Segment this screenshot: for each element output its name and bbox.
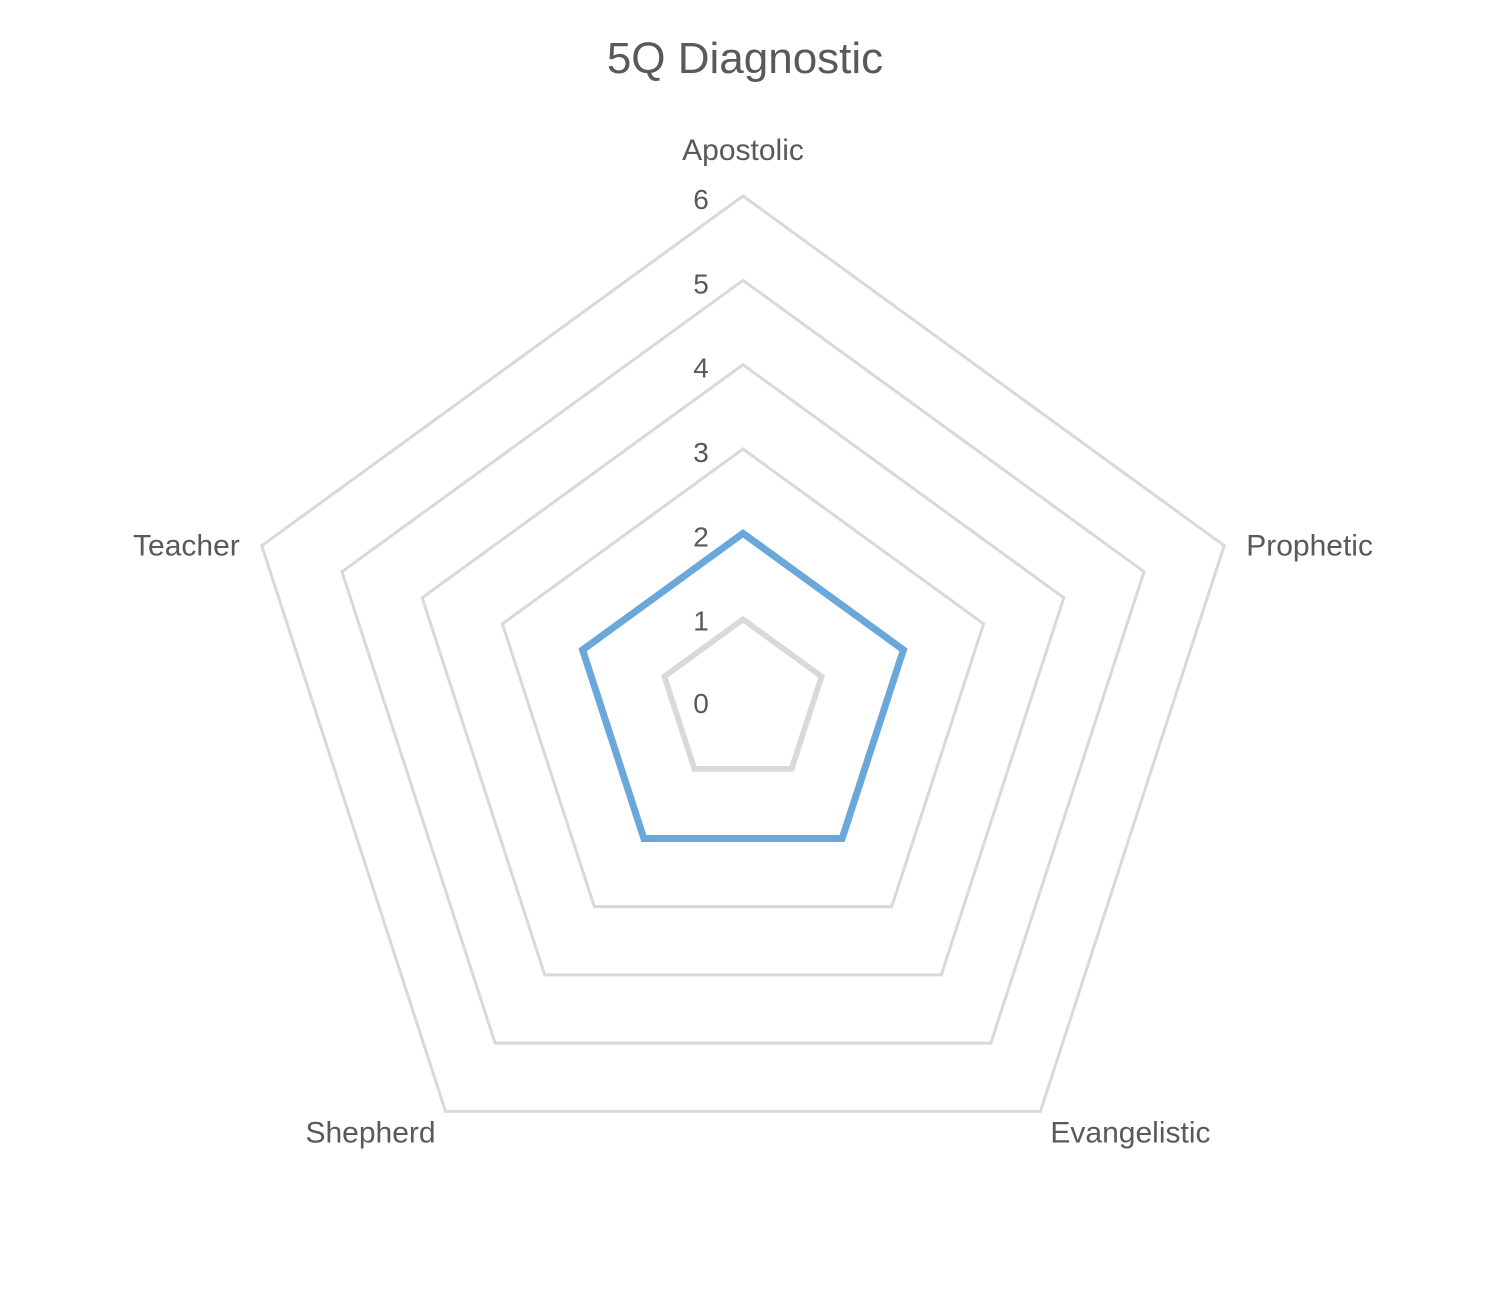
tick-label: 5 bbox=[693, 268, 709, 299]
grid-layer bbox=[260, 194, 1226, 1113]
series-layer bbox=[578, 529, 908, 842]
tick-label: 3 bbox=[693, 437, 709, 468]
category-label-evangelistic: Evangelistic bbox=[1050, 1116, 1210, 1149]
category-label-shepherd: Shepherd bbox=[305, 1116, 435, 1149]
grid-ring-6 bbox=[260, 194, 1226, 1113]
grid-ring-3 bbox=[500, 447, 986, 909]
tick-labels: 0 1 2 3 4 5 6 bbox=[693, 184, 709, 719]
grid-ring-1 bbox=[661, 615, 825, 772]
tick-label: 2 bbox=[693, 521, 709, 552]
grid-ring-4 bbox=[420, 362, 1066, 977]
tick-label: 0 bbox=[693, 688, 709, 719]
tick-label: 1 bbox=[693, 606, 709, 637]
chart-title: 5Q Diagnostic bbox=[606, 34, 884, 83]
grid-ring-0 bbox=[664, 619, 822, 769]
series-line bbox=[578, 529, 908, 842]
category-labels: Apostolic Prophetic Evangelistic Shepherd Te… bbox=[133, 134, 1373, 1149]
tick-label: 4 bbox=[693, 353, 709, 384]
category-label-apostolic: Apostolic bbox=[682, 134, 804, 167]
tick-label: 6 bbox=[693, 184, 709, 215]
grid-ring-5 bbox=[340, 278, 1146, 1045]
category-label-teacher: Teacher bbox=[133, 530, 240, 563]
category-label-prophetic: Prophetic bbox=[1246, 530, 1373, 563]
